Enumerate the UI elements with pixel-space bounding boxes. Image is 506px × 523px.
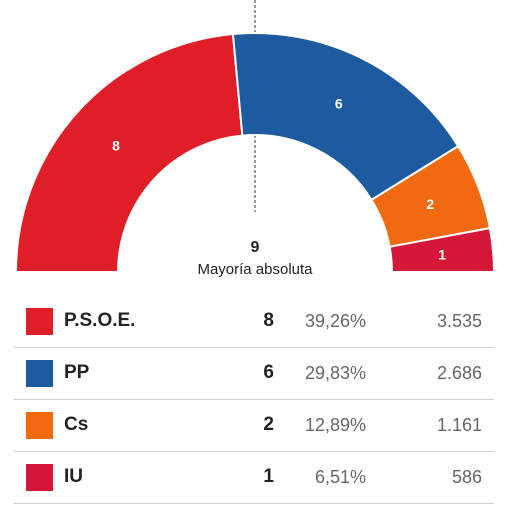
seat-distribution-chart: 8 6 2 1 9 Mayoría absoluta xyxy=(14,0,496,278)
seat-count-label: 1 xyxy=(438,247,446,263)
results-table: P.S.O.E. 8 39,26% 3.535 PP 6 29,83% 2.68… xyxy=(14,296,494,504)
seat-segment-pp xyxy=(231,32,460,202)
party-color-swatch xyxy=(26,464,53,491)
party-seats: 6 xyxy=(263,362,274,383)
seat-segment-iu xyxy=(388,226,496,273)
result-row-pp: PP 6 29,83% 2.686 xyxy=(14,348,494,400)
party-percent: 29,83% xyxy=(304,363,366,383)
party-percent: 39,26% xyxy=(304,311,366,331)
seat-count-label: 2 xyxy=(426,196,434,212)
party-color-swatch xyxy=(26,308,53,335)
party-color-swatch xyxy=(26,412,53,439)
party-percent: 12,89% xyxy=(304,415,366,435)
majority-seats: 9 xyxy=(251,239,260,256)
party-name: PP xyxy=(64,362,90,383)
result-row-iu: IU 1 6,51% 586 xyxy=(14,452,494,504)
party-seats: 2 xyxy=(263,414,274,435)
party-votes: 2.686 xyxy=(436,363,482,383)
party-votes: 1.161 xyxy=(436,415,482,435)
party-name: P.S.O.E. xyxy=(64,310,136,331)
seat-segment-psoe xyxy=(14,32,244,273)
seat-count-label: 8 xyxy=(112,137,120,153)
party-votes: 3.535 xyxy=(436,311,482,331)
party-color-swatch xyxy=(26,360,53,387)
majority-label: Mayoría absoluta xyxy=(197,261,313,278)
result-row-psoe: P.S.O.E. 8 39,26% 3.535 xyxy=(14,296,494,348)
party-name: Cs xyxy=(64,414,89,435)
party-seats: 8 xyxy=(263,310,274,331)
seat-count-label: 6 xyxy=(335,96,343,112)
party-seats: 1 xyxy=(263,466,274,487)
party-votes: 586 xyxy=(451,467,482,487)
result-row-cs: Cs 2 12,89% 1.161 xyxy=(14,400,494,452)
chart-segments: 8 6 2 1 xyxy=(14,32,496,273)
party-name: IU xyxy=(64,466,83,487)
party-percent: 6,51% xyxy=(314,467,366,487)
